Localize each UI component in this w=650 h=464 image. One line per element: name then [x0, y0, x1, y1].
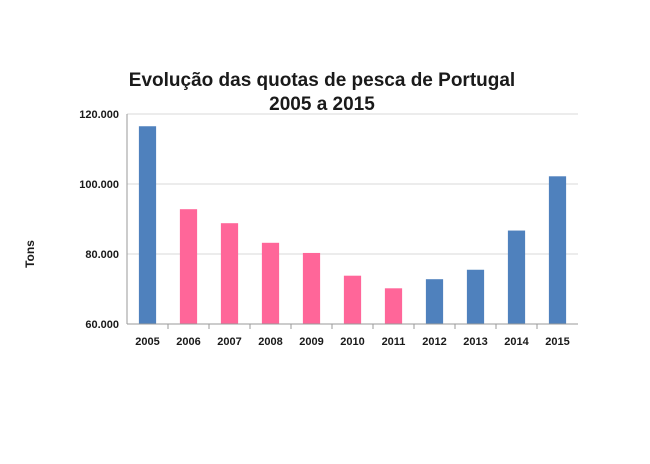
bar-2010 [343, 275, 362, 324]
bar-2014 [507, 230, 526, 324]
x-tick-label: 2010 [340, 336, 364, 348]
x-tick-label: 2014 [504, 336, 529, 348]
x-tick-label: 2013 [463, 336, 487, 348]
bar-2006 [179, 209, 198, 324]
bar-2009 [302, 252, 321, 324]
chart-title-line2: 2005 a 2015 [269, 94, 375, 115]
bars [138, 126, 567, 324]
bar-2013 [466, 269, 485, 324]
y-tick-label: 80.000 [85, 249, 119, 261]
bar-2011 [384, 288, 403, 324]
y-tick-label: 100.000 [79, 179, 119, 191]
x-tick-label: 2008 [258, 336, 282, 348]
x-tick-label: 2012 [422, 336, 446, 348]
x-tick-labels: 2005 2006 2007 2008 2009 2010 2011 2012 2013 2014… [135, 324, 570, 348]
bar-2012 [425, 279, 444, 324]
x-tick-label: 2007 [217, 336, 241, 348]
gridlines [127, 113, 578, 255]
x-tick-label: 2005 [135, 336, 159, 348]
y-tick-label: 60.000 [85, 319, 119, 331]
x-tick-label: 2006 [176, 336, 200, 348]
bar-2015 [548, 176, 567, 324]
bar-2005 [138, 126, 157, 324]
x-tick-label: 2015 [545, 336, 569, 348]
x-tick-label: 2011 [382, 336, 406, 348]
y-axis-label: Tons [23, 240, 37, 268]
bar-2007 [220, 223, 239, 324]
y-tick-labels: 60.000 80.000 100.000 120.000 [79, 109, 119, 331]
y-tick-label: 120.000 [79, 109, 119, 121]
chart-title-line1: Evolução das quotas de pesca de Portugal [129, 70, 515, 91]
bar-2008 [261, 242, 280, 324]
x-tick-label: 2009 [299, 336, 323, 348]
